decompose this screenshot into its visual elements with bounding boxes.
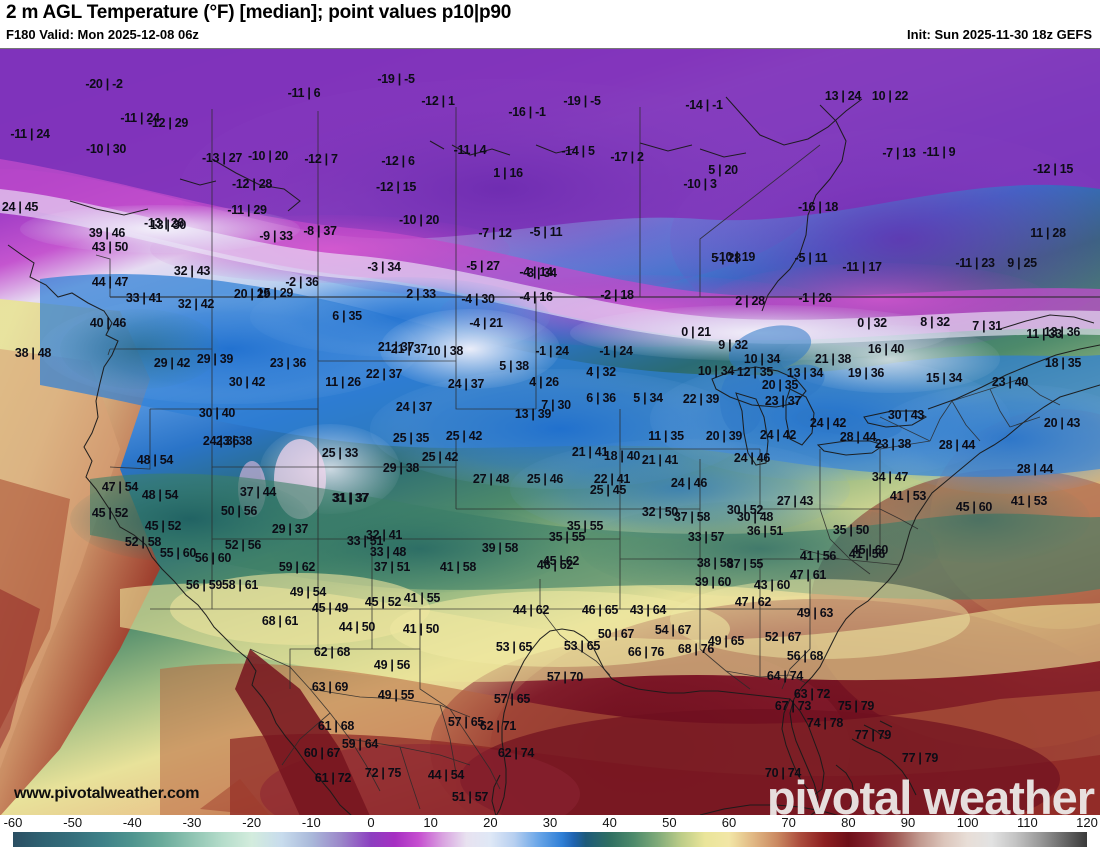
colorbar-tick-label: 100 xyxy=(956,815,979,830)
page-title: 2 m AGL Temperature (°F) [median]; point… xyxy=(6,2,512,23)
colorbar-tick-label: 0 xyxy=(367,815,375,830)
map-canvas xyxy=(0,49,1100,815)
colorbar-tick-label: 40 xyxy=(602,815,617,830)
header-bar: 2 m AGL Temperature (°F) [median]; point… xyxy=(0,0,1100,48)
watermark-url: www.pivotalweather.com xyxy=(14,785,200,802)
colorbar-tick-label: -20 xyxy=(242,815,262,830)
colorbar-tick-label: -50 xyxy=(63,815,83,830)
watermark-brand: pivotal weather xyxy=(766,771,1095,815)
colorbar-tick-label: 80 xyxy=(841,815,856,830)
colorbar[interactable]: -60 -50 -40 -30 -20 -10 0 10 20 30 40 50 60 70 80 90 100… xyxy=(0,815,1100,850)
colorbar-gradient xyxy=(13,832,1087,847)
colorbar-tick-label: 10 xyxy=(423,815,438,830)
temperature-map[interactable]: -20 | -2 -19 | -5 -11 | 6 -12 | 1 -19 | -5 -1… xyxy=(0,48,1100,815)
colorbar-tick-label: 110 xyxy=(1016,815,1038,830)
colorbar-tick-label: 30 xyxy=(542,815,558,830)
colorbar-tick-label: 50 xyxy=(662,815,677,830)
colorbar-tick-label: 60 xyxy=(721,815,737,830)
colorbar-tick-label: -60 xyxy=(3,815,23,830)
colorbar-tick-label: -10 xyxy=(301,815,321,830)
init-time-label: Init: Sun 2025-11-30 18z GEFS xyxy=(907,27,1092,42)
colorbar-tick-label: 70 xyxy=(781,815,796,830)
colorbar-ticks: -60 -50 -40 -30 -20 -10 0 10 20 30 40 50 60 70 80 90 100… xyxy=(0,815,1100,832)
colorbar-tick-label: -40 xyxy=(122,815,142,830)
colorbar-tick-label: 20 xyxy=(483,815,498,830)
colorbar-tick-label: 120 xyxy=(1076,815,1098,830)
valid-time-label: F180 Valid: Mon 2025-12-08 06z xyxy=(6,27,199,42)
colorbar-tick-label: -30 xyxy=(182,815,202,830)
colorbar-tick-label: 90 xyxy=(900,815,916,830)
